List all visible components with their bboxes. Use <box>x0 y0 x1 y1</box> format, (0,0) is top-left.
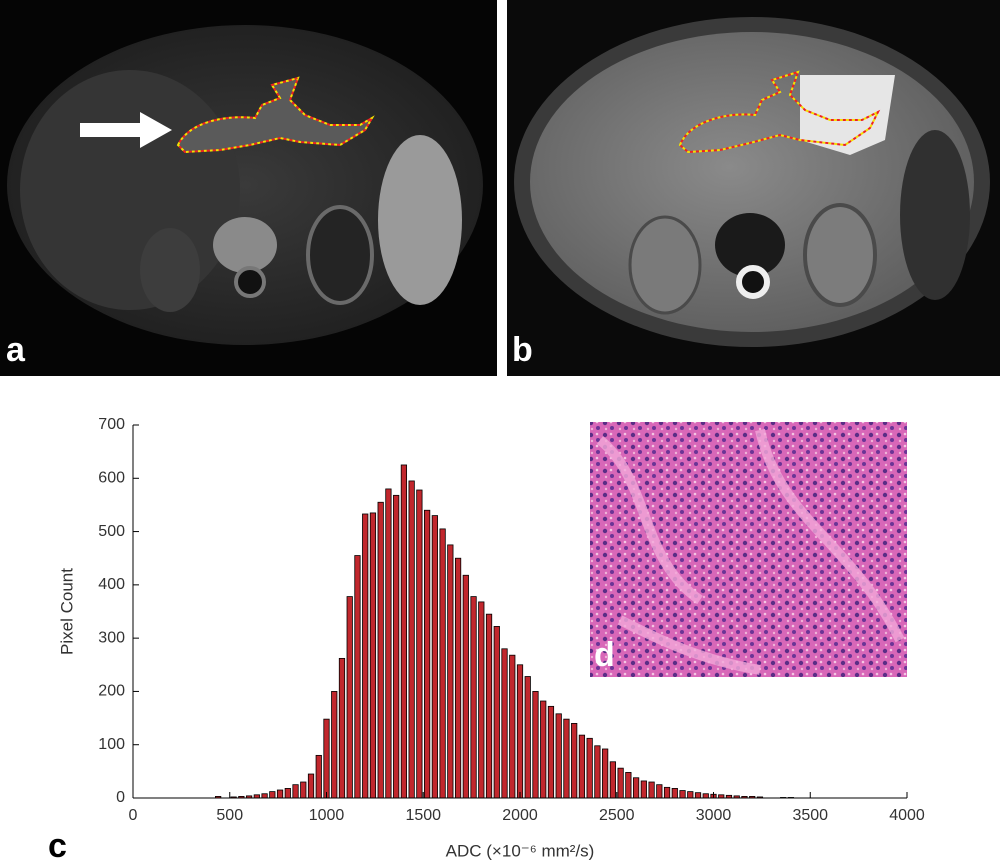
bar <box>261 793 268 799</box>
bar <box>532 691 539 799</box>
bar <box>369 512 377 799</box>
bar <box>640 780 647 799</box>
bar <box>493 626 500 799</box>
bar <box>362 513 369 799</box>
bar <box>679 790 686 799</box>
bar <box>276 789 284 799</box>
x-tick-label: 2000 <box>502 807 538 824</box>
bar <box>424 509 431 799</box>
bar <box>447 544 454 799</box>
y-tick-label: 100 <box>98 736 125 753</box>
bar <box>307 773 315 799</box>
x-axis-label: ADC (×10⁻⁶ mm²/s) <box>446 841 595 860</box>
bar <box>555 713 562 799</box>
bar <box>400 464 408 799</box>
bar <box>408 480 415 799</box>
y-tick-label: 300 <box>98 629 125 646</box>
y-tick-label: 200 <box>98 683 125 700</box>
x-tick-label: 1000 <box>309 807 345 824</box>
y-tick-label: 500 <box>98 523 125 540</box>
bar <box>315 754 322 799</box>
bar <box>602 748 609 799</box>
bar <box>501 648 508 799</box>
x-tick-label: 1500 <box>405 807 441 824</box>
bar <box>431 515 438 799</box>
x-tick-label: 4000 <box>889 807 925 824</box>
bar <box>617 767 624 799</box>
panel-label: a <box>6 331 26 369</box>
bar <box>571 723 578 799</box>
x-tick-label: 3500 <box>792 807 828 824</box>
x-tick-label: 500 <box>216 807 243 824</box>
bar <box>663 786 671 799</box>
mri-panel-b: b <box>507 0 1000 376</box>
bar <box>346 596 353 799</box>
x-tick-label: 3000 <box>696 807 732 824</box>
bar <box>416 489 423 799</box>
bar <box>300 781 307 799</box>
bar <box>478 601 485 799</box>
bar <box>439 528 446 799</box>
bar <box>687 791 694 799</box>
x-tick-label: 2500 <box>599 807 635 824</box>
bar <box>609 761 616 799</box>
bar <box>338 657 346 799</box>
bar <box>648 781 655 799</box>
bar <box>385 488 392 799</box>
panel-label: b <box>512 331 533 369</box>
histology-inset: d <box>590 422 907 677</box>
bar <box>632 777 640 799</box>
mri-panel-a: a <box>0 0 497 376</box>
bar <box>462 574 469 799</box>
bar <box>516 664 524 799</box>
y-tick-label: 700 <box>98 416 125 433</box>
y-tick-label: 400 <box>98 576 125 593</box>
y-tick-label: 0 <box>116 789 125 806</box>
bar <box>331 691 338 799</box>
bar <box>292 784 299 799</box>
panel-label: d <box>594 636 615 674</box>
x-tick-label: 0 <box>129 807 138 824</box>
bar <box>694 792 702 799</box>
histogram: 0 100 200 300 400 500 600 700 0 500 1000 1500 2000 25… <box>57 416 924 860</box>
bar <box>284 788 291 799</box>
bar <box>323 718 330 799</box>
y-tick-label: 600 <box>98 470 125 487</box>
bar <box>269 791 276 799</box>
y-axis-label: Pixel Count <box>57 568 76 655</box>
bar <box>563 718 570 799</box>
bar <box>377 501 384 799</box>
bar <box>625 772 632 799</box>
bar <box>702 793 709 799</box>
bar <box>509 654 516 799</box>
bar <box>594 745 601 799</box>
bar <box>354 555 361 799</box>
bar <box>547 705 555 799</box>
panel-label: c <box>48 827 67 865</box>
bar <box>578 734 586 799</box>
bar <box>485 613 493 799</box>
bar <box>524 676 531 799</box>
bar <box>540 700 547 799</box>
bar <box>454 557 462 799</box>
bar <box>656 784 663 799</box>
bar <box>586 737 593 799</box>
bar <box>393 494 400 799</box>
bar <box>470 596 477 799</box>
bar <box>671 788 678 799</box>
